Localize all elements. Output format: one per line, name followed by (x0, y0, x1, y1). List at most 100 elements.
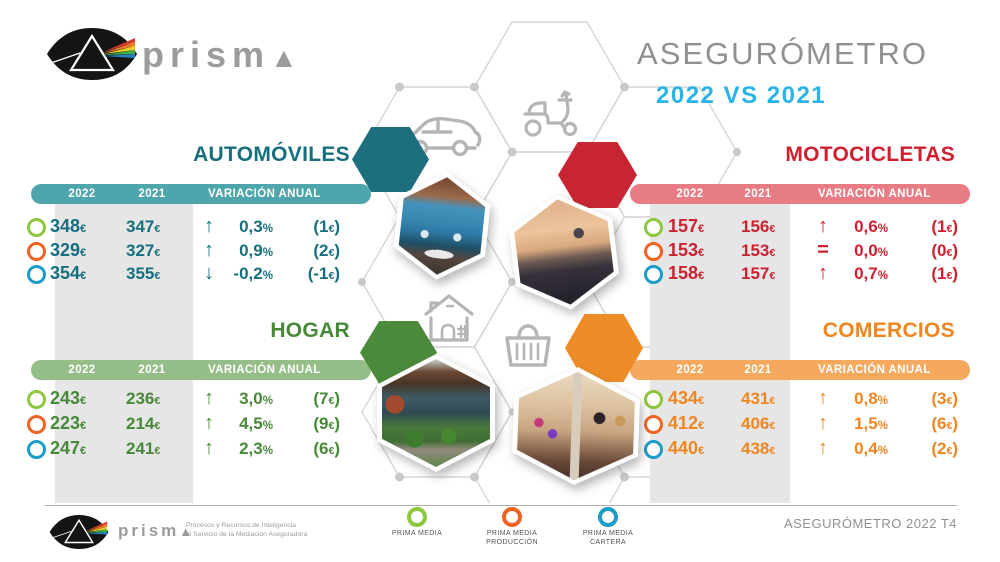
table-row: 354€ 355€ ↓ -0,2% (-1€) (0, 261, 1000, 286)
variation-percent: 1,5% (854, 414, 888, 433)
variation-amount: (6€) (931, 414, 958, 433)
trend-up-icon: ↑ (818, 387, 828, 409)
prima-bullet-icon (644, 415, 663, 434)
prima-bullet-icon (27, 265, 46, 284)
variation-amount: (7€) (313, 389, 340, 408)
premium-2021: 438€ (741, 439, 776, 458)
trend-up-icon: ↑ (204, 387, 214, 409)
table-header-bar-comercios (630, 360, 970, 380)
column-header-y2022: 2022 (676, 363, 704, 376)
motorcycle-photo (505, 188, 622, 316)
footer-tagline: Procesos y Recursos de Inteligencia al Se… (186, 522, 308, 538)
variation-amount: (1€) (931, 264, 958, 283)
premium-2022: 329€ (50, 240, 87, 260)
variation-percent: 0,6% (854, 217, 888, 236)
house-icon (424, 294, 474, 342)
variation-percent: 3,0% (239, 389, 273, 408)
table-row: 153€ 153€ = 0,0% (0€) (0, 238, 1000, 263)
column-header-variation: VARIACIÓN ANUAL (818, 187, 931, 200)
premium-2021: 153€ (741, 241, 776, 260)
premium-2021: 355€ (126, 264, 161, 283)
trend-up-icon: ↑ (818, 215, 828, 237)
trend-equal-icon: = (817, 239, 829, 261)
column-header-y2022: 2022 (68, 187, 96, 200)
variation-amount: (2€) (931, 439, 958, 458)
trend-up-icon: ↑ (818, 437, 828, 459)
variation-percent: 0,3% (239, 217, 273, 236)
trend-up-icon: ↑ (204, 215, 214, 237)
table-row: 440€ 438€ ↑ 0,4% (2€) (0, 436, 1000, 461)
prima-bullet-icon (644, 390, 663, 409)
table-row: 247€ 241€ ↑ 2,3% (6€) (0, 436, 1000, 461)
variation-percent: 0,8% (854, 389, 888, 408)
prisma-logo-icon (46, 25, 138, 88)
table-row: 157€ 156€ ↑ 0,6% (1€) (0, 214, 1000, 239)
premium-2021: 214€ (126, 414, 161, 433)
table-row: 412€ 406€ ↑ 1,5% (6€) (0, 411, 1000, 436)
variation-amount: (3€) (931, 389, 958, 408)
table-header-bar-automoviles (31, 184, 371, 204)
variation-amount: (6€) (313, 439, 340, 458)
column-header-y2021: 2021 (744, 363, 772, 376)
table-row: 158€ 157€ ↑ 0,7% (1€) (0, 261, 1000, 286)
variation-percent: -0,2% (233, 264, 273, 283)
variation-percent: 0,7% (854, 264, 888, 283)
prima-bullet-icon (27, 390, 46, 409)
column-header-y2021: 2021 (138, 187, 166, 200)
prima-bullet-icon (644, 440, 663, 459)
legend-label: PRIMA MEDIA (391, 530, 443, 537)
variation-amount: (-1€) (307, 264, 340, 283)
trend-down-icon: ↓ (204, 262, 214, 284)
premium-2021: 431€ (741, 389, 776, 408)
premium-2021: 236€ (126, 389, 161, 408)
premium-2022: 247€ (50, 438, 87, 458)
column-header-y2022: 2022 (676, 187, 704, 200)
car-photo (391, 167, 494, 284)
shop-photo (511, 365, 641, 487)
legend-label: PRIMA MEDIA PRODUCCIÓN (486, 530, 538, 546)
premium-2021: 241€ (126, 439, 161, 458)
trend-up-icon: ↑ (204, 437, 214, 459)
premium-2022: 157€ (668, 216, 705, 236)
column-header-variation: VARIACIÓN ANUAL (208, 187, 321, 200)
section-title-motocicletas: MOTOCICLETAS (785, 143, 955, 166)
table-row: 329€ 327€ ↑ 0,9% (2€) (0, 238, 1000, 263)
premium-2022: 223€ (50, 413, 87, 433)
legend-bullet-icon (407, 507, 427, 527)
section-title-automoviles: AUTOMÓVILES (193, 143, 350, 166)
premium-2022: 243€ (50, 388, 87, 408)
premium-2021: 157€ (741, 264, 776, 283)
section-title-hogar: HOGAR (270, 319, 350, 342)
trend-up-icon: ↑ (818, 262, 828, 284)
prima-bullet-icon (644, 218, 663, 237)
right-table-band (650, 203, 790, 503)
page-title: ASEGURÓMETRO (637, 36, 928, 71)
variation-amount: (0€) (931, 241, 958, 260)
premium-2022: 153€ (668, 240, 705, 260)
variation-percent: 4,5% (239, 414, 273, 433)
section-title-comercios: COMERCIOS (822, 319, 955, 342)
variation-amount: (1€) (313, 217, 340, 236)
premium-2022: 434€ (668, 388, 705, 408)
footer-prisma-logo-icon (48, 513, 110, 556)
footer-brand-wordmark: prism▲ (118, 521, 193, 540)
edition-label: ASEGURÓMETRO 2022 T4 (783, 516, 957, 531)
variation-amount: (1€) (931, 217, 958, 236)
premium-2021: 406€ (741, 414, 776, 433)
prima-bullet-icon (27, 415, 46, 434)
table-row: 223€ 214€ ↑ 4,5% (9€) (0, 411, 1000, 436)
scooter-icon (523, 90, 578, 137)
basket-icon (505, 324, 551, 367)
prima-bullet-icon (27, 440, 46, 459)
house-photo (377, 354, 495, 472)
premium-2022: 354€ (50, 263, 87, 283)
column-header-y2021: 2021 (138, 363, 166, 376)
table-row: 434€ 431€ ↑ 0,8% (3€) (0, 386, 1000, 411)
variation-percent: 0,4% (854, 439, 888, 458)
left-table-band (55, 203, 193, 503)
variation-percent: 0,0% (854, 241, 888, 260)
prima-bullet-icon (27, 242, 46, 261)
prima-bullet-icon (27, 218, 46, 237)
premium-2021: 156€ (741, 217, 776, 236)
